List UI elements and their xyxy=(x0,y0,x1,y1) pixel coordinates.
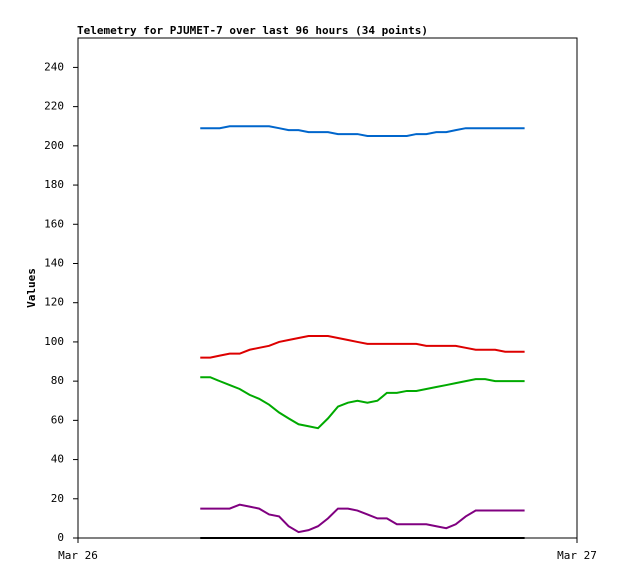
y-tick-label: 180 xyxy=(44,178,64,191)
y-tick-label: 80 xyxy=(51,374,64,387)
plot-frame xyxy=(77,37,578,539)
y-tick-label: 220 xyxy=(44,100,64,113)
series-line xyxy=(200,335,525,359)
x-tick-label: Mar 26 xyxy=(58,549,98,562)
series-line xyxy=(200,125,525,138)
series-line xyxy=(200,503,525,534)
y-tick-label: 120 xyxy=(44,296,64,309)
chart-title: Telemetry for PJUMET-7 over last 96 hour… xyxy=(77,24,428,37)
y-tick-label: 40 xyxy=(51,453,64,466)
y-tick-label: 200 xyxy=(44,139,64,152)
y-tick-label: 140 xyxy=(44,256,64,269)
y-tick-label: 160 xyxy=(44,217,64,230)
y-tick-label: 240 xyxy=(44,60,64,73)
x-tick-label: Mar 27 xyxy=(557,549,597,562)
y-tick-label: 20 xyxy=(51,492,64,505)
y-axis-label: Values xyxy=(25,268,38,308)
y-tick-label: 60 xyxy=(51,413,64,426)
series-line xyxy=(200,376,525,430)
y-tick-label: 100 xyxy=(44,335,64,348)
y-tick-label: 0 xyxy=(57,531,64,544)
